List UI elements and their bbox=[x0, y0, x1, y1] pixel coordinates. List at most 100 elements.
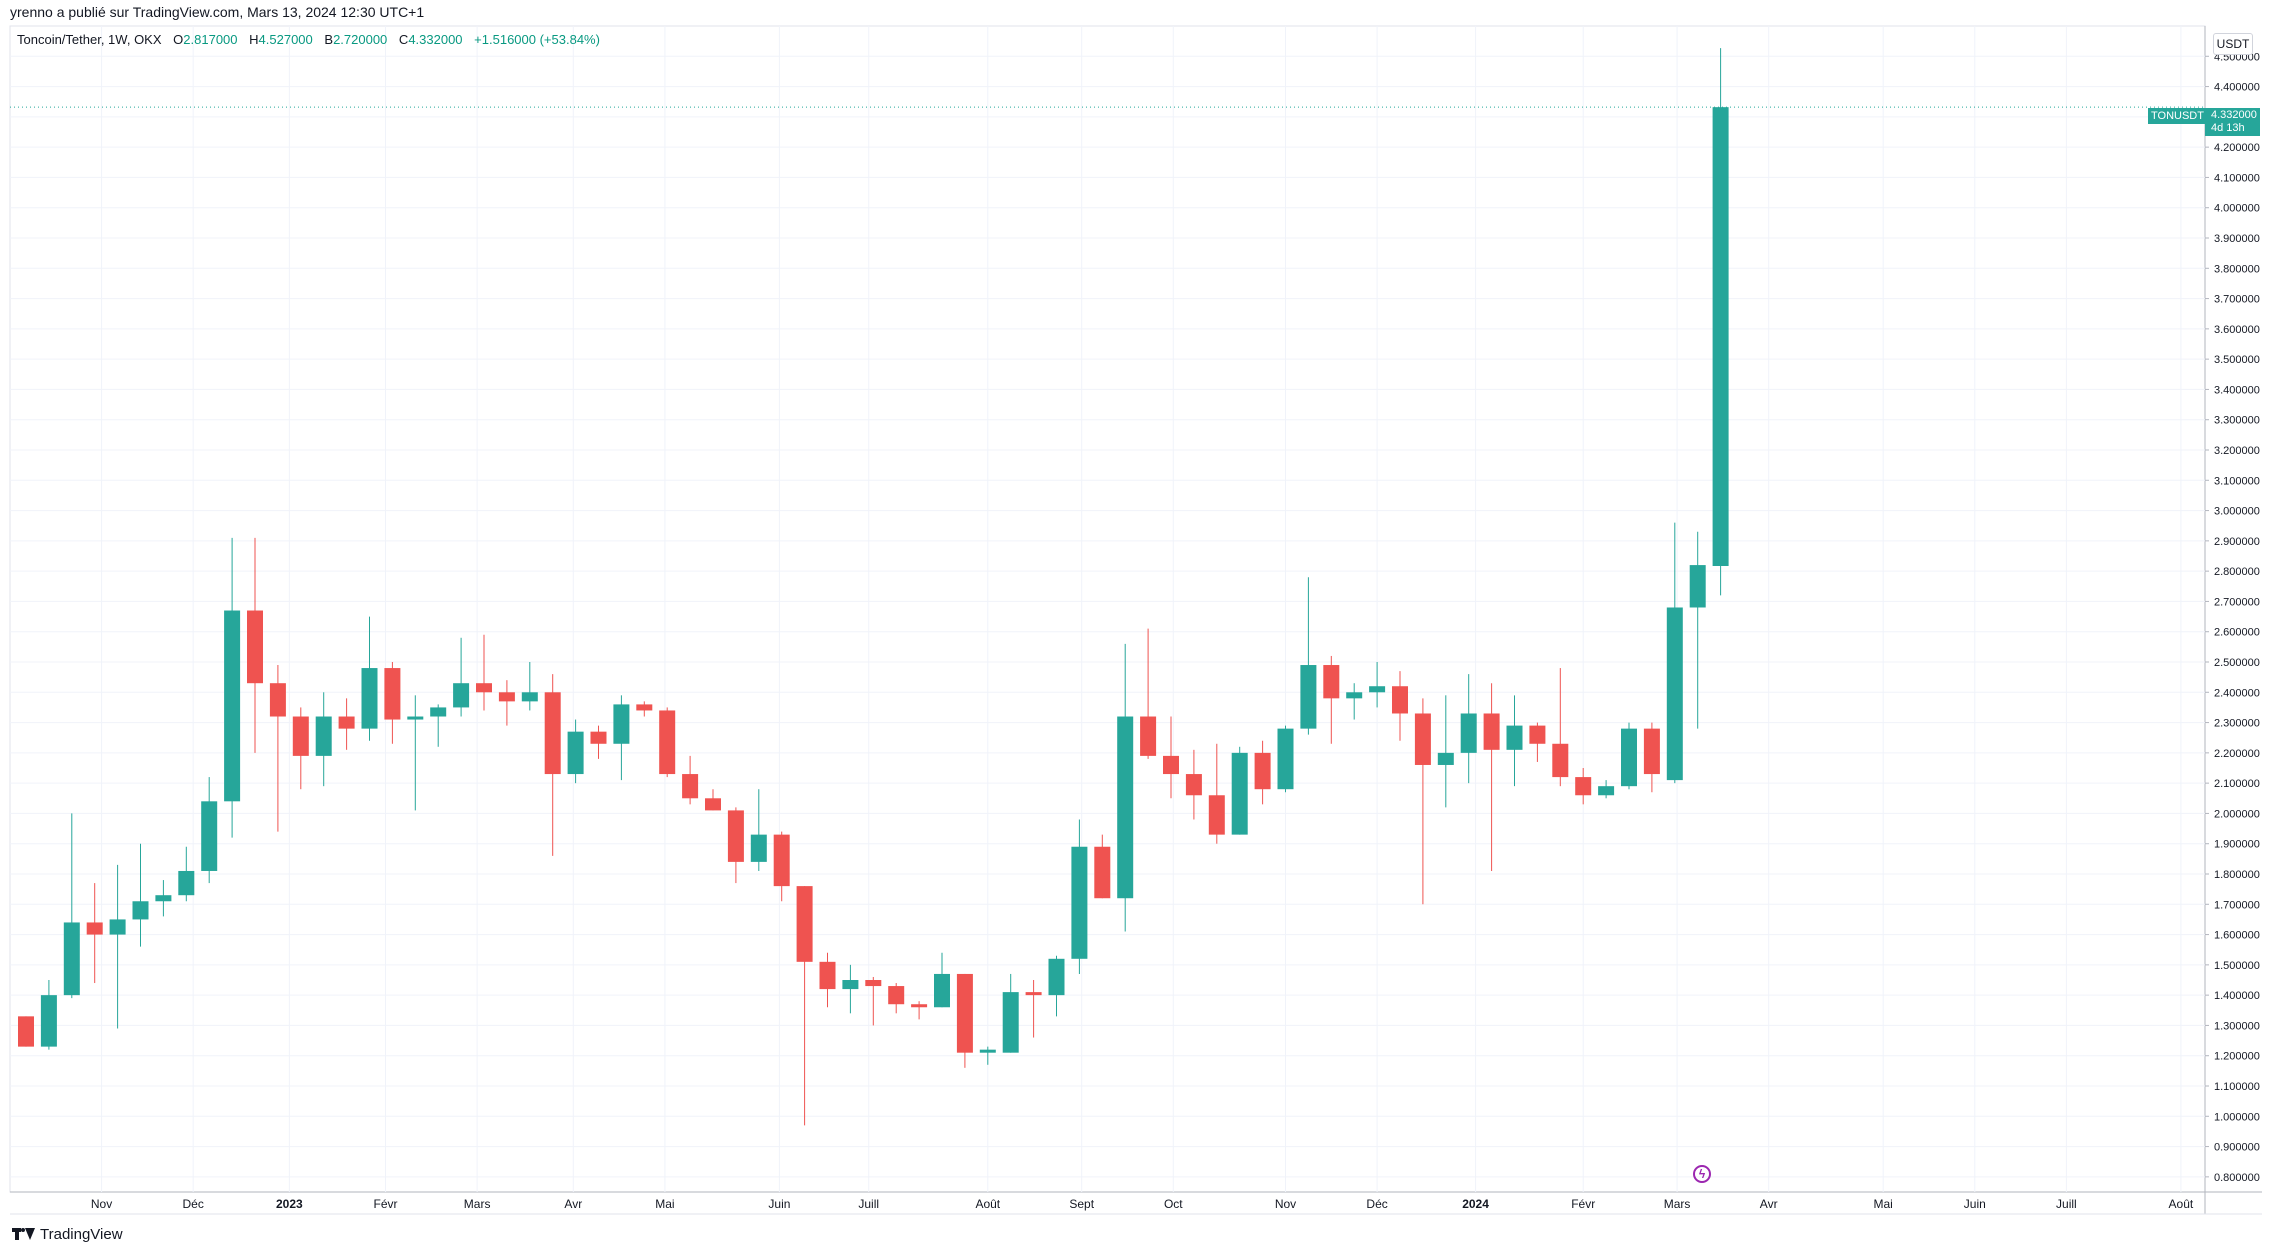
candle-body bbox=[1621, 728, 1637, 787]
candle-body bbox=[1048, 958, 1065, 996]
candle-body bbox=[521, 692, 538, 702]
currency-unit-button[interactable]: USDT bbox=[2213, 33, 2253, 55]
price-tick-label: 3.700000 bbox=[2214, 294, 2260, 306]
price-tick-label: 2.600000 bbox=[2214, 627, 2260, 639]
candle-body bbox=[1346, 692, 1363, 699]
time-tick-label: Oct bbox=[1164, 1197, 1183, 1211]
candle-body bbox=[1300, 665, 1317, 729]
time-tick-label: Juill bbox=[858, 1197, 879, 1211]
price-tick-label: 2.200000 bbox=[2214, 748, 2260, 760]
legend-low-value: 2.720000 bbox=[333, 32, 388, 47]
candle-body bbox=[750, 834, 767, 862]
candle-body bbox=[1277, 728, 1294, 790]
candle-body bbox=[1575, 777, 1592, 796]
candle-body bbox=[1094, 846, 1111, 899]
price-tick-label: 4.000000 bbox=[2214, 203, 2260, 215]
price-tick-label: 0.900000 bbox=[2214, 1142, 2260, 1154]
candle-body bbox=[269, 683, 286, 717]
candle-body bbox=[1163, 755, 1179, 775]
candle-body bbox=[911, 1004, 928, 1008]
price-tick-label: 2.400000 bbox=[2214, 687, 2260, 699]
candle-body bbox=[819, 961, 836, 990]
time-tick-label: Sept bbox=[1069, 1197, 1094, 1211]
candle-body bbox=[705, 798, 721, 811]
candle-body bbox=[1231, 752, 1248, 835]
candle-body bbox=[109, 919, 126, 935]
candle-body bbox=[956, 973, 973, 1053]
legend-low-label: B bbox=[324, 32, 334, 47]
candle-body bbox=[453, 683, 470, 708]
time-tick-label: 2023 bbox=[276, 1197, 303, 1211]
time-tick-label: Févr bbox=[1571, 1197, 1595, 1211]
candle-body bbox=[1460, 713, 1477, 753]
candle-body bbox=[636, 704, 653, 711]
candle-body bbox=[1254, 752, 1271, 790]
legend-close-label: C bbox=[398, 32, 409, 47]
candle-body bbox=[1712, 107, 1729, 566]
tradingview-brand[interactable]: TradingView bbox=[12, 1226, 123, 1243]
legend-change-value: +1.516000 (+53.84%) bbox=[474, 32, 600, 47]
price-tick-label: 2.100000 bbox=[2214, 778, 2260, 790]
last-price-value: 4.332000 bbox=[2211, 109, 2257, 121]
candle-body bbox=[1506, 725, 1523, 750]
publisher-line: yrenno a publié sur TradingView.com, Mar… bbox=[10, 4, 425, 20]
price-tick-label: 2.000000 bbox=[2214, 808, 2260, 820]
price-tick-label: 1.900000 bbox=[2214, 839, 2260, 851]
candle-body bbox=[40, 995, 57, 1047]
candle-body bbox=[1392, 686, 1408, 714]
price-tick-label: 3.000000 bbox=[2214, 506, 2260, 518]
candle-body bbox=[1071, 846, 1088, 959]
price-tick-label: 1.700000 bbox=[2214, 899, 2260, 911]
candle-body bbox=[18, 1016, 34, 1047]
candle-body bbox=[1117, 716, 1134, 899]
time-tick-label: Août bbox=[2169, 1197, 2194, 1211]
price-tick-label: 1.600000 bbox=[2214, 930, 2260, 942]
time-tick-label: Juill bbox=[2056, 1197, 2077, 1211]
candle-body bbox=[201, 801, 218, 871]
candle-body bbox=[1598, 786, 1615, 796]
time-tick-label: Déc bbox=[1366, 1197, 1387, 1211]
candle-body bbox=[979, 1049, 996, 1053]
price-tick-label: 2.700000 bbox=[2214, 596, 2260, 608]
time-tick-label: Mai bbox=[655, 1197, 674, 1211]
candle-body bbox=[476, 683, 492, 693]
candle-body bbox=[865, 980, 882, 987]
candle-body bbox=[888, 986, 905, 1005]
price-tick-label: 2.800000 bbox=[2214, 566, 2260, 578]
candle-body bbox=[498, 692, 515, 702]
candle-body bbox=[773, 834, 790, 887]
time-tick-label: Avr bbox=[564, 1197, 582, 1211]
time-tick-label: Nov bbox=[1275, 1197, 1296, 1211]
price-tick-label: 4.200000 bbox=[2214, 142, 2260, 154]
candle-body bbox=[934, 973, 950, 1008]
candle-body bbox=[338, 716, 355, 729]
candle-body bbox=[1483, 713, 1500, 750]
candle-body bbox=[407, 716, 424, 720]
candle-body bbox=[590, 731, 607, 744]
candle-body bbox=[1185, 774, 1202, 796]
tradingview-logo-icon bbox=[12, 1227, 35, 1242]
candle-body bbox=[1643, 728, 1660, 775]
candle-body bbox=[682, 774, 699, 799]
last-price-tag: 4.332000 4d 13h bbox=[2205, 108, 2260, 136]
candle-body bbox=[1437, 752, 1454, 765]
price-tick-label: 3.200000 bbox=[2214, 445, 2260, 457]
candle-body bbox=[315, 716, 332, 756]
candle-body bbox=[1025, 992, 1042, 996]
lightning-icon[interactable]: ϟ bbox=[1693, 1165, 1711, 1183]
ohlc-legend: Toncoin/Tether, 1W, OKX O2.817000 H4.527… bbox=[17, 32, 608, 47]
legend-close-value: 4.332000 bbox=[408, 32, 463, 47]
time-tick-label: Août bbox=[975, 1197, 1000, 1211]
candle-body bbox=[567, 731, 584, 775]
candle-body bbox=[1529, 725, 1546, 744]
legend-open-label: O bbox=[173, 32, 184, 47]
price-tick-label: 2.900000 bbox=[2214, 536, 2260, 548]
price-tick-label: 1.100000 bbox=[2214, 1081, 2260, 1093]
price-tick-label: 1.000000 bbox=[2214, 1111, 2260, 1123]
time-tick-label: Juin bbox=[768, 1197, 790, 1211]
time-tick-label: Févr bbox=[374, 1197, 398, 1211]
last-symbol-tag: TONUSDT bbox=[2148, 108, 2207, 124]
candle-body bbox=[1666, 607, 1683, 781]
